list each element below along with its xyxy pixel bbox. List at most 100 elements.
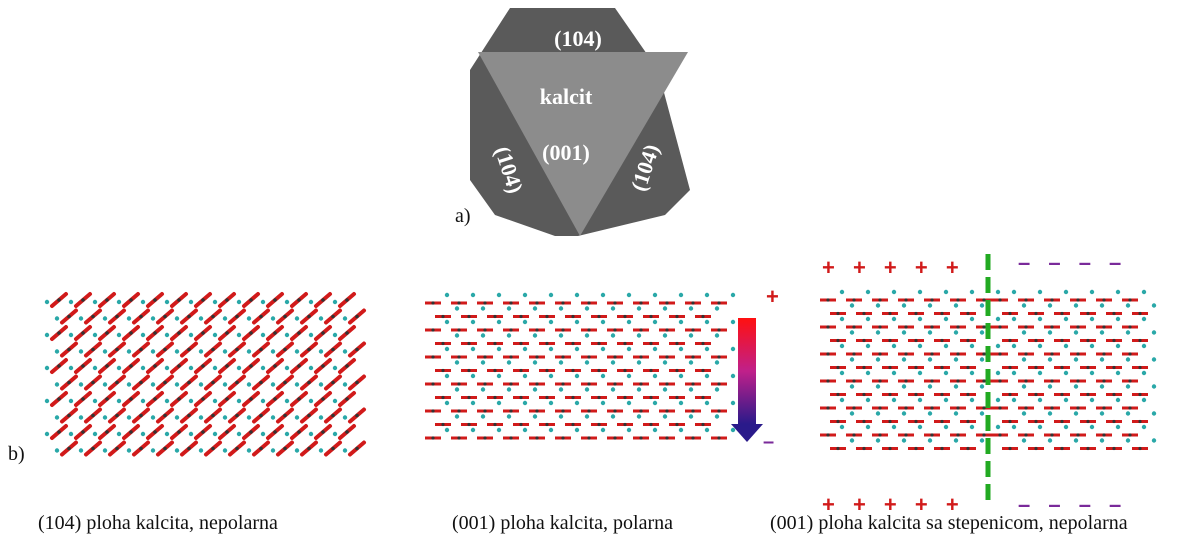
carbon-atom xyxy=(81,331,85,335)
calcium-atom xyxy=(212,398,218,404)
calcium-atom xyxy=(610,414,616,419)
step-minus-row-top: – – – – xyxy=(1018,250,1127,275)
calcium-atom xyxy=(901,438,907,443)
carbon-atom xyxy=(878,433,882,437)
calcium-atom xyxy=(875,303,881,308)
calcium-atom xyxy=(600,319,606,325)
carbon-atom xyxy=(701,422,705,427)
carbon-atom xyxy=(297,298,301,302)
calcium-atom xyxy=(584,414,590,419)
calcium-atom xyxy=(270,448,276,453)
carbon-atom xyxy=(1112,338,1116,343)
carbon-atom xyxy=(187,347,191,352)
carbon-atom xyxy=(115,347,119,352)
carbon-atom xyxy=(1076,406,1080,410)
carbon-atom xyxy=(878,298,882,302)
calcium-atom xyxy=(636,387,642,392)
carbon-atom xyxy=(493,395,497,400)
calcium-atom xyxy=(294,316,300,321)
carbon-atom xyxy=(273,397,277,401)
calcium-atom xyxy=(342,382,348,387)
calcium-atom xyxy=(558,414,564,419)
carbon-atom xyxy=(535,382,539,386)
crystal-center-face-label: (001) xyxy=(542,140,590,165)
calcium-atom xyxy=(891,316,897,322)
calcium-atom xyxy=(548,400,554,406)
calcium-atom xyxy=(839,370,845,376)
calcium-atom xyxy=(44,332,50,338)
carbon-atom xyxy=(1034,311,1038,316)
calcium-atom xyxy=(901,357,907,362)
calcium-atom xyxy=(212,299,218,305)
calcium-atom xyxy=(927,384,933,389)
calcium-atom xyxy=(927,303,933,308)
calcium-atom xyxy=(730,400,736,406)
carbon-atom xyxy=(571,314,575,319)
calcium-atom xyxy=(188,365,194,371)
carbon-atom xyxy=(623,422,627,427)
calcium-atom xyxy=(332,332,338,338)
carbon-atom xyxy=(701,368,705,373)
carbon-atom xyxy=(225,298,229,302)
calcium-atom xyxy=(927,357,933,362)
calcium-atom xyxy=(849,384,855,389)
carbon-atom xyxy=(852,433,856,437)
calcium-atom xyxy=(849,438,855,443)
carbon-atom xyxy=(956,325,960,329)
carbon-atom xyxy=(493,341,497,346)
caption-104-surface: (104) ploha kalcita, nepolarna xyxy=(38,512,278,534)
calcium-atom xyxy=(574,319,580,325)
calcium-atom xyxy=(704,292,710,298)
carbon-atom xyxy=(81,430,85,434)
carbon-atom xyxy=(1024,325,1028,329)
carbon-atom xyxy=(940,446,944,451)
calcium-atom xyxy=(891,397,897,403)
carbon-atom xyxy=(519,314,523,319)
carbon-atom xyxy=(1128,379,1132,383)
carbon-atom xyxy=(675,368,679,373)
calcium-atom xyxy=(1099,330,1105,335)
calcium-atom xyxy=(953,411,959,416)
carbon-atom xyxy=(153,430,157,434)
calcium-atom xyxy=(600,373,606,379)
carbon-atom xyxy=(91,314,95,319)
carbon-atom xyxy=(81,364,85,368)
carbon-atom xyxy=(467,314,471,319)
calcium-atom xyxy=(662,387,668,392)
calcium-atom xyxy=(116,431,122,437)
calcium-atom xyxy=(1047,384,1053,389)
calcium-atom xyxy=(548,346,554,352)
calcium-atom xyxy=(54,448,60,453)
calcium-atom xyxy=(332,365,338,371)
carbon-atom xyxy=(535,409,539,413)
calcium-atom xyxy=(1115,316,1121,322)
calcium-atom xyxy=(470,292,476,298)
calcium-atom xyxy=(865,289,871,295)
carbon-atom xyxy=(982,352,986,356)
carbon-atom xyxy=(105,397,109,401)
carbon-atom xyxy=(888,446,892,451)
carbon-atom xyxy=(457,409,461,413)
carbon-atom xyxy=(914,392,918,397)
carbon-atom xyxy=(826,406,830,410)
carbon-atom xyxy=(966,446,970,451)
calcium-atom xyxy=(222,382,228,387)
calcium-atom xyxy=(626,400,632,406)
calcium-atom xyxy=(943,397,949,403)
calcium-atom xyxy=(652,373,658,379)
carbon-atom xyxy=(129,331,133,335)
carbon-atom xyxy=(129,364,133,368)
calcium-atom xyxy=(444,292,450,298)
carbon-atom xyxy=(297,331,301,335)
carbon-atom xyxy=(878,325,882,329)
carbon-atom xyxy=(307,314,311,319)
calcium-atom xyxy=(979,303,985,308)
calcium-atom xyxy=(496,319,502,325)
calcium-atom xyxy=(574,427,580,433)
calcium-atom xyxy=(901,330,907,335)
carbon-atom xyxy=(441,314,445,319)
calcium-atom xyxy=(969,316,975,322)
calcium-atom xyxy=(532,306,538,311)
calcium-atom xyxy=(68,431,74,437)
calcium-atom xyxy=(1011,370,1017,376)
